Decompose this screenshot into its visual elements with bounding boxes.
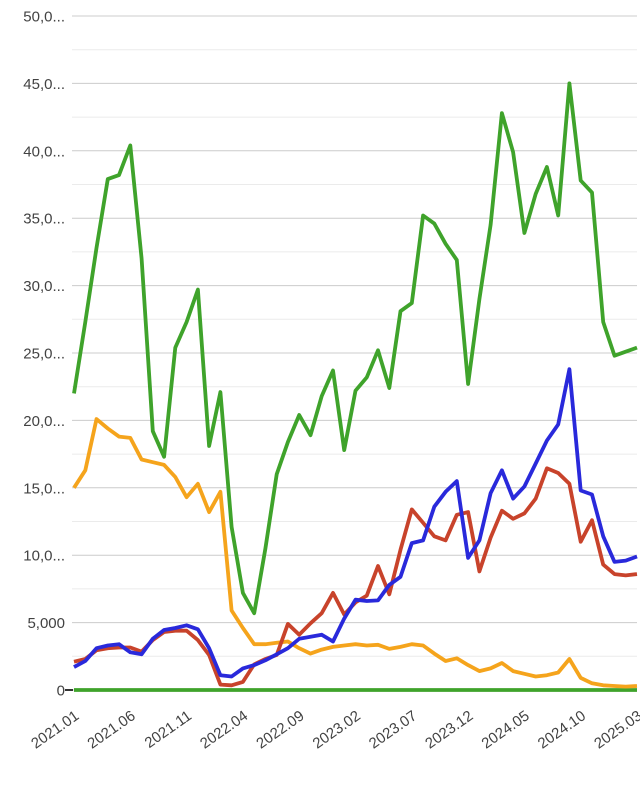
- x-axis-label: 2022.04: [197, 707, 251, 752]
- x-axis-label: 2025.03: [591, 707, 640, 752]
- y-axis-label: 40,0...: [23, 143, 65, 160]
- series-green-line: [72, 81, 638, 616]
- y-axis-label: 0: [57, 683, 65, 700]
- x-axis-label: 2021.01: [28, 707, 82, 752]
- x-axis-label: 2023.02: [310, 707, 364, 752]
- x-axis-label: 2024.10: [535, 707, 589, 752]
- x-axis-label: 2023.07: [366, 707, 420, 752]
- y-axis-label: 45,0...: [23, 76, 65, 93]
- y-axis-label: 20,0...: [23, 413, 65, 430]
- y-axis-label: 15,0...: [23, 480, 65, 497]
- y-axis-label: 35,0...: [23, 211, 65, 228]
- x-axis-label: 2023.12: [422, 707, 476, 752]
- x-axis-label: 2021.11: [142, 707, 195, 751]
- x-axis-label: 2022.09: [253, 707, 307, 752]
- series-orange-line: [72, 417, 638, 689]
- y-axis-label: 25,0...: [23, 346, 65, 363]
- y-axis-labels: 0 5,000 10,0... 15,0... 20,0... 25,0... 30,0..…: [23, 9, 65, 700]
- series-red-line: [73, 466, 638, 688]
- x-axis-labels: 2021.01 2021.06 2021.11 2022.04 2022.09 2023.…: [28, 707, 640, 752]
- series-lines: [72, 81, 638, 692]
- x-axis-label: 2024.05: [479, 707, 533, 752]
- y-axis-label: 5,000: [27, 615, 65, 632]
- x-axis-label: 2021.06: [84, 707, 138, 752]
- y-axis-label: 10,0...: [23, 548, 65, 565]
- y-axis-label: 30,0...: [23, 278, 65, 295]
- series-blue-line: [73, 367, 638, 679]
- y-axis-label: 50,0...: [23, 9, 65, 26]
